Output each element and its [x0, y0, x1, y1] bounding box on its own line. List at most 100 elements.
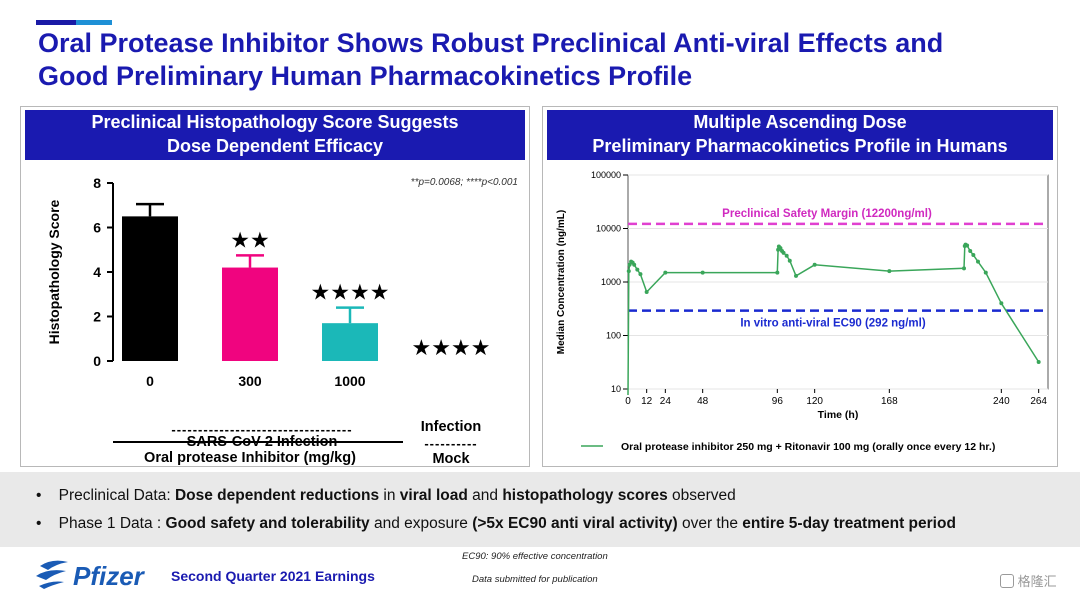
pk-data-point	[968, 248, 973, 253]
pk-data-point	[999, 301, 1004, 306]
x-tick-label: 96	[772, 396, 784, 407]
y-tick-label: 10000	[596, 224, 621, 234]
pk-data-point	[887, 269, 892, 274]
pk-series	[626, 242, 1041, 396]
y-tick-label: 0	[93, 353, 101, 369]
y-tick-label: 2	[93, 309, 101, 325]
pk-data-point	[976, 259, 980, 264]
bullet-text: observed	[667, 487, 736, 504]
publication-footnote: Data submitted for publication	[472, 574, 598, 585]
x-tick-label: 168	[881, 396, 898, 407]
x-axis-title: Time (h)	[818, 409, 859, 421]
pk-data-point	[663, 270, 668, 275]
watermark-text: 格隆汇	[1017, 574, 1057, 589]
watermark: 格隆汇	[1000, 571, 1057, 590]
x-tick-label: 12	[641, 396, 653, 407]
pk-data-point	[965, 243, 970, 248]
title-line-1: Oral Protease Inhibitor Shows Robust Pre…	[38, 28, 944, 58]
histopathology-bar-chart: **p=0.0068; ****p<0.001 0 2 4 6 8 Histopathol…	[46, 175, 518, 466]
legend-label: Oral protease inhibitor 250 mg + Ritonav…	[621, 441, 995, 453]
x-tick-label: 300	[238, 373, 262, 389]
summary-band: • Preclinical Data: Dose dependent reduc…	[0, 472, 1080, 547]
infection-group-dashes: ----------------------------------	[171, 422, 353, 437]
significance-stars: ★★★★	[311, 280, 390, 305]
bullet-bold: entire 5-day treatment period	[742, 515, 956, 532]
title-accent-bar-light	[76, 20, 112, 25]
panel-header-line-2: Dose Dependent Efficacy	[166, 136, 384, 156]
pk-data-point	[644, 290, 649, 295]
bullet-text: and	[467, 487, 503, 504]
panel-header-line-1: Preclinical Histopathology Score Suggest…	[91, 112, 459, 132]
dose-group-label: Oral protease Inhibitor (mg/kg)	[144, 450, 356, 466]
bullet-bold: histopathology scores	[502, 487, 668, 504]
x-tick-label: 48	[697, 396, 709, 407]
bullet-text: Phase 1 Data :	[58, 515, 166, 532]
pk-data-point	[638, 272, 643, 277]
pfizer-wordmark: Pfizer	[73, 561, 144, 591]
panel-header-line-1: Multiple Ascending Dose	[693, 112, 907, 132]
pk-data-point	[983, 270, 988, 275]
y-tick-label: 4	[93, 264, 101, 280]
bar-300	[222, 267, 278, 361]
bullet-text: in	[379, 487, 400, 504]
watermark-icon	[1000, 574, 1014, 588]
bullet-phase1: • Phase 1 Data : Good safety and tolerab…	[36, 515, 956, 533]
bullet-dot: •	[36, 487, 42, 504]
infection-label: SARS-CoV-2 Infection	[186, 434, 338, 450]
x-tick-label: 0	[625, 396, 631, 407]
x-tick-label: 264	[1030, 396, 1047, 407]
bullet-preclinical: • Preclinical Data: Dose dependent reduc…	[36, 487, 736, 505]
pk-data-point	[962, 266, 966, 271]
y-axis-title: Median Concentration (ng/mL)	[556, 210, 567, 354]
pk-data-point	[635, 267, 640, 272]
pk-data-point	[812, 262, 817, 267]
bullet-bold: Dose dependent reductions	[174, 487, 380, 504]
x-tick-label: 1000	[334, 373, 365, 389]
ec90-footnote: EC90: 90% effective concentration	[462, 551, 608, 562]
pk-data-point	[626, 269, 631, 274]
significance-stars: ★★★★	[412, 335, 491, 360]
bullet-text: over the	[677, 515, 743, 532]
y-tick-label: 1000	[601, 277, 621, 287]
bar-chart-marks: 0 ★★ 300 ★★★★ 1000 ★★★★	[122, 202, 491, 389]
pk-panel-header: Multiple Ascending Dose Preliminary Phar…	[547, 110, 1053, 160]
histopathology-panel: Preclinical Histopathology Score Suggest…	[20, 106, 530, 467]
x-tick-label: 120	[806, 396, 823, 407]
y-axis-title: Histopathology Score	[46, 199, 62, 344]
title-line-2: Good Preliminary Human Pharmacokinetics …	[38, 61, 693, 91]
bullet-bold: (>5x EC90 anti viral activity)	[472, 515, 678, 532]
pk-data-point	[627, 262, 632, 267]
panel-header-line-2: Preliminary Pharmacokinetics Profile in …	[592, 136, 1008, 156]
y-tick-label: 100000	[591, 170, 621, 180]
pk-data-point	[781, 250, 786, 255]
footer-title: Second Quarter 2021 Earnings	[171, 568, 375, 584]
x-tick-label: 0	[146, 373, 154, 389]
pk-data-point	[775, 270, 780, 275]
x-tick-label: 240	[993, 396, 1010, 407]
pk-line-chart: 10 100 1000 10000 100000 0 12 24 48 96 120 168 240 26…	[556, 170, 1049, 453]
pk-data-point	[700, 270, 705, 275]
mock-label-line-1: Mock	[432, 451, 470, 466]
bullet-bold: viral load	[399, 487, 468, 504]
significance-stars: ★★	[230, 227, 269, 252]
title-accent-bar	[36, 20, 76, 25]
pk-reference-lines	[628, 222, 1048, 312]
pk-data-point	[787, 258, 792, 263]
y-tick-label: 6	[93, 220, 101, 236]
pk-data-point	[632, 262, 637, 267]
mock-dashes: ----------	[424, 436, 477, 451]
bullet-bold: Good safety and tolerability	[165, 515, 370, 532]
p-value-note: **p=0.0068; ****p<0.001	[411, 177, 518, 188]
pk-data-point	[784, 253, 789, 258]
bullet-text: and exposure	[369, 515, 473, 532]
y-tick-label: 100	[606, 331, 621, 341]
bar-0	[122, 216, 178, 361]
bullet-text: Preclinical Data:	[58, 487, 175, 504]
safety-margin-label: Preclinical Safety Margin (12200ng/ml)	[722, 208, 932, 220]
pk-profile-panel: Multiple Ascending Dose Preliminary Phar…	[542, 106, 1058, 467]
pfizer-logo-icon	[36, 560, 68, 589]
pk-data-point	[971, 252, 976, 257]
histopathology-panel-header: Preclinical Histopathology Score Suggest…	[25, 110, 525, 160]
y-tick-label: 8	[93, 175, 101, 191]
bar-1000	[322, 323, 378, 361]
